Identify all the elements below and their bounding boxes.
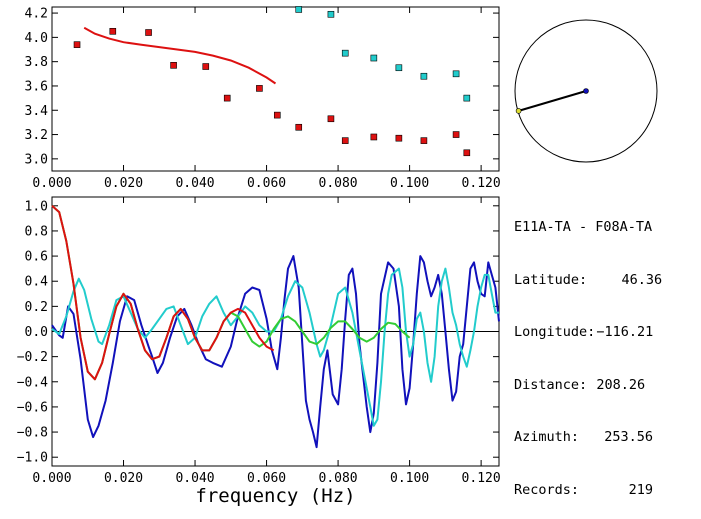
data-point <box>273 111 281 119</box>
data-point <box>463 149 471 157</box>
longitude-row: Longitude:−116.21 <box>514 324 662 342</box>
latitude-value: 46.36 <box>621 271 663 288</box>
series-line <box>51 255 500 449</box>
y-tick-label: 0.6 <box>25 250 48 265</box>
data-point <box>327 115 335 123</box>
remote-station-marker <box>515 108 522 114</box>
latitude-label: Latitude: <box>514 271 588 288</box>
y-tick-label: 4.0 <box>25 31 48 46</box>
fit-curve <box>83 26 277 85</box>
data-point <box>170 62 177 69</box>
data-point <box>420 72 428 80</box>
station-pair: E11A-TA - F08A-TA <box>514 219 653 235</box>
data-point <box>223 94 231 102</box>
x-tick-label: 0.100 <box>390 471 429 486</box>
x-tick-label: 0.000 <box>32 471 71 486</box>
x-tick-label: 0.040 <box>175 471 214 486</box>
azimuth-label: Azimuth: <box>514 429 580 445</box>
records-value: 219 <box>628 481 654 498</box>
y-tick-label: −0.4 <box>17 375 48 390</box>
azimuth-map <box>514 19 658 163</box>
y-tick-label: 3.2 <box>25 128 48 143</box>
data-point <box>341 49 349 57</box>
x-tick-label: 0.060 <box>247 176 286 191</box>
x-tick-label: 0.020 <box>104 471 143 486</box>
distance-label: Distance: <box>514 376 588 393</box>
center-station-marker <box>583 88 589 94</box>
x-tick-label: 0.080 <box>319 176 358 191</box>
records-label: Records: <box>514 481 580 498</box>
y-tick-label: 3.0 <box>25 152 48 167</box>
azimuth-value: 253.56 <box>604 429 654 445</box>
y-tick-label: 0.8 <box>25 224 48 239</box>
map-circle <box>514 19 658 163</box>
data-point <box>420 137 428 144</box>
data-point <box>341 137 349 144</box>
y-tick-label: −0.8 <box>17 426 48 441</box>
data-point <box>327 10 335 18</box>
azimuth-row: Azimuth: 253.56 <box>514 429 662 447</box>
data-point <box>202 63 210 70</box>
data-point <box>145 29 152 36</box>
correlation-panel: 1.0 0.8 0.6 0.4 0.2 0.0 −0.2 −0.4 −0.6 −0.8 −1.0 0.… <box>17 196 501 507</box>
distance-row: Distance: 208.26 <box>514 377 662 395</box>
x-tick-label: 0.040 <box>175 176 214 191</box>
y-tick-label: −0.2 <box>17 350 48 365</box>
longitude-label: Longitude: <box>514 324 596 340</box>
data-point <box>452 131 460 138</box>
series-line <box>51 267 499 427</box>
x-tick-label: 0.120 <box>462 471 501 486</box>
station-info: E11A-TA - F08A-TA Latitude: 46.36 Longitu… <box>514 184 662 517</box>
data-point <box>256 85 263 92</box>
y-tick-label: 3.4 <box>25 104 49 119</box>
data-point <box>109 27 117 35</box>
x-tick-label: 0.100 <box>390 176 429 191</box>
y-tick-label: 0.4 <box>25 275 49 290</box>
data-point <box>73 41 81 48</box>
azimuth-line <box>518 90 587 112</box>
data-point <box>463 94 471 102</box>
x-tick-label: 0.120 <box>462 176 501 191</box>
records-row: Records: 219 <box>514 482 662 500</box>
data-point <box>370 133 378 141</box>
y-tick-label: 4.2 <box>25 7 48 22</box>
series-line <box>51 205 275 381</box>
y-tick-label: 1.0 <box>25 199 48 214</box>
dispersion-panel: 3.0 3.2 3.4 3.6 3.8 4.0 4.2 0.000 0.020 0.040 0.06… <box>25 6 501 191</box>
distance-value: 208.26 <box>596 376 646 393</box>
data-point <box>295 6 303 13</box>
y-tick-label: 0.2 <box>25 300 48 315</box>
x-tick-label: 0.000 <box>32 176 71 191</box>
y-tick-label: −0.6 <box>17 400 48 415</box>
x-tick-label: 0.080 <box>319 471 358 486</box>
data-point <box>395 64 403 72</box>
data-point <box>295 123 303 131</box>
longitude-value: −116.21 <box>596 324 654 340</box>
y-tick-label: −1.0 <box>17 451 48 466</box>
plot-frame <box>51 6 500 172</box>
x-axis-label: frequency (Hz) <box>195 485 355 507</box>
data-point <box>370 54 378 62</box>
latitude-row: Latitude: 46.36 <box>514 272 662 290</box>
y-tick-label: 0.0 <box>25 325 48 340</box>
data-point <box>395 134 403 142</box>
y-tick-label: 3.8 <box>25 55 48 70</box>
x-tick-label: 0.060 <box>247 471 286 486</box>
y-tick-label: 3.6 <box>25 79 48 94</box>
x-tick-label: 0.020 <box>104 176 143 191</box>
data-point <box>452 70 460 78</box>
